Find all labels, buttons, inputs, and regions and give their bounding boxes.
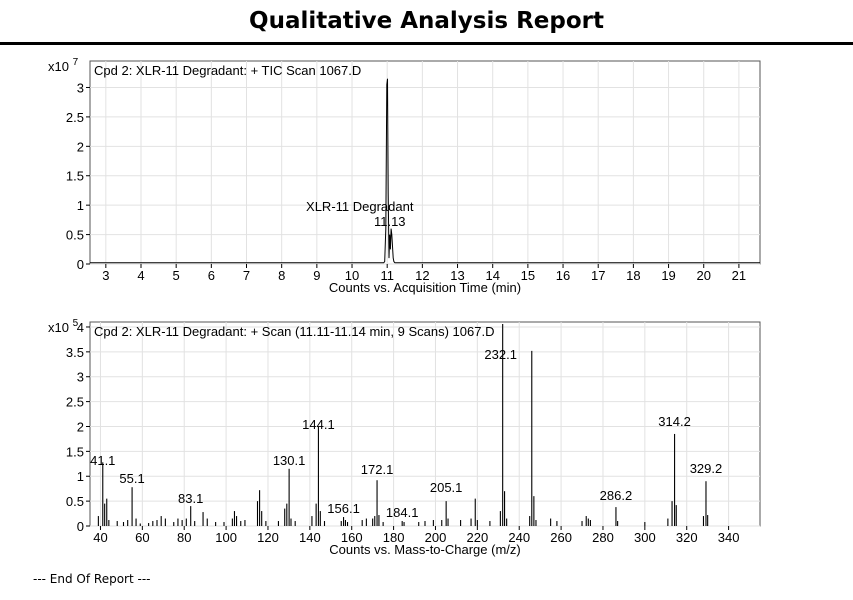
- x-tick-label: 12: [415, 268, 429, 283]
- y-tick-label: 2.5: [66, 110, 84, 125]
- peak-annotation-name: XLR-11 Degradant: [306, 199, 414, 214]
- peak-label: 55.1: [119, 471, 144, 486]
- y-tick-label: 2: [77, 139, 84, 154]
- peak-label: 286.2: [600, 488, 633, 503]
- y-tick-label: 2: [77, 419, 84, 434]
- y-exponent: 7: [73, 57, 79, 68]
- y-tick-label: 4: [77, 320, 84, 335]
- y-tick-label: 1: [77, 198, 84, 213]
- x-tick-label: 80: [177, 530, 191, 545]
- y-tick-label: 1.5: [66, 444, 84, 459]
- tic-chart: 3 4 5 6 7 8 9 10 11 12 13 14 15 16 17 18 19 20 21 0 0.5 1 1.5 2…: [48, 57, 761, 295]
- x-tick-label: 18: [626, 268, 640, 283]
- tic-trace: [90, 78, 760, 264]
- y-tick-label: 3: [77, 370, 84, 385]
- x-tick-label: 100: [215, 530, 237, 545]
- x-tick-label: 5: [173, 268, 180, 283]
- end-of-report: --- End Of Report ---: [33, 572, 151, 586]
- x-tick-label: 20: [696, 268, 710, 283]
- peak-label: 329.2: [690, 461, 723, 476]
- x-tick-label: 120: [257, 530, 279, 545]
- peak-label: 184.1: [386, 505, 419, 520]
- chart-title: Cpd 2: XLR-11 Degradant: + TIC Scan 1067…: [94, 63, 361, 78]
- y-exponent: 5: [73, 318, 79, 329]
- x-tick-label: 13: [450, 268, 464, 283]
- x-tick-label: 15: [521, 268, 535, 283]
- x-tick-label: 220: [466, 530, 488, 545]
- x-tick-label: 7: [243, 268, 250, 283]
- y-tick-label: 0.5: [66, 228, 84, 243]
- peak-label: 232.1: [484, 347, 517, 362]
- x-tick-label: 300: [634, 530, 656, 545]
- peak-label: 83.1: [178, 491, 203, 506]
- x-tick-label: 16: [556, 268, 570, 283]
- x-tick-label: 11: [380, 268, 394, 283]
- x-tick-label: 340: [718, 530, 740, 545]
- x-tick-label: 140: [299, 530, 321, 545]
- x-tick-label: 260: [550, 530, 572, 545]
- y-tick-label: 2.5: [66, 395, 84, 410]
- x-tick-label: 320: [676, 530, 698, 545]
- y-tick-label: 1.5: [66, 169, 84, 184]
- y-multiplier-label: x10 5: [48, 318, 79, 335]
- x-tick-label: 8: [278, 268, 285, 283]
- x-tick-label: 4: [137, 268, 144, 283]
- plot-frame: [89, 60, 761, 265]
- x-tick-label: 19: [661, 268, 675, 283]
- y-tick-label: 0: [77, 257, 84, 272]
- chart-title: Cpd 2: XLR-11 Degradant: + Scan (11.11-1…: [94, 324, 494, 339]
- y-tick-label: 0.5: [66, 494, 84, 509]
- x-tick-label: 17: [591, 268, 605, 283]
- plot-frame: [89, 321, 761, 527]
- peak-label: 144.1: [302, 417, 335, 432]
- y-tick-label: 1: [77, 469, 84, 484]
- peak-label: 172.1: [361, 462, 394, 477]
- peak-label: 314.2: [658, 414, 691, 429]
- title-rule: [0, 42, 853, 45]
- x-tick-label: 9: [313, 268, 320, 283]
- x-tick-label: 280: [592, 530, 614, 545]
- x-tick-label: 3: [102, 268, 109, 283]
- y-multiplier-label: x10 7: [48, 57, 79, 74]
- x-tick-label: 6: [208, 268, 215, 283]
- x-tick-label: 240: [508, 530, 530, 545]
- x-axis-label: Counts vs. Acquisition Time (min): [329, 280, 521, 295]
- peak-label: 205.1: [430, 480, 463, 495]
- x-tick-label: 14: [485, 268, 499, 283]
- report-title: Qualitative Analysis Report: [249, 8, 604, 34]
- peak-annotation-time: 11.13: [374, 214, 406, 229]
- x-tick-label: 60: [135, 530, 149, 545]
- y-tick-label: 3: [77, 80, 84, 95]
- peak-label: 41.1: [90, 453, 115, 468]
- y-tick-label: 0: [77, 519, 84, 534]
- peak-label: 156.1: [327, 501, 360, 516]
- x-tick-label: 21: [732, 268, 746, 283]
- y-tick-label: 3.5: [66, 345, 84, 360]
- peak-label: 130.1: [273, 453, 306, 468]
- x-tick-label: 10: [345, 268, 359, 283]
- x-axis-label: Counts vs. Mass-to-Charge (m/z): [329, 542, 520, 557]
- x-tick-label: 40: [93, 530, 107, 545]
- x-tick-label: 180: [383, 530, 405, 545]
- x-tick-label: 200: [425, 530, 447, 545]
- x-tick-label: 160: [341, 530, 363, 545]
